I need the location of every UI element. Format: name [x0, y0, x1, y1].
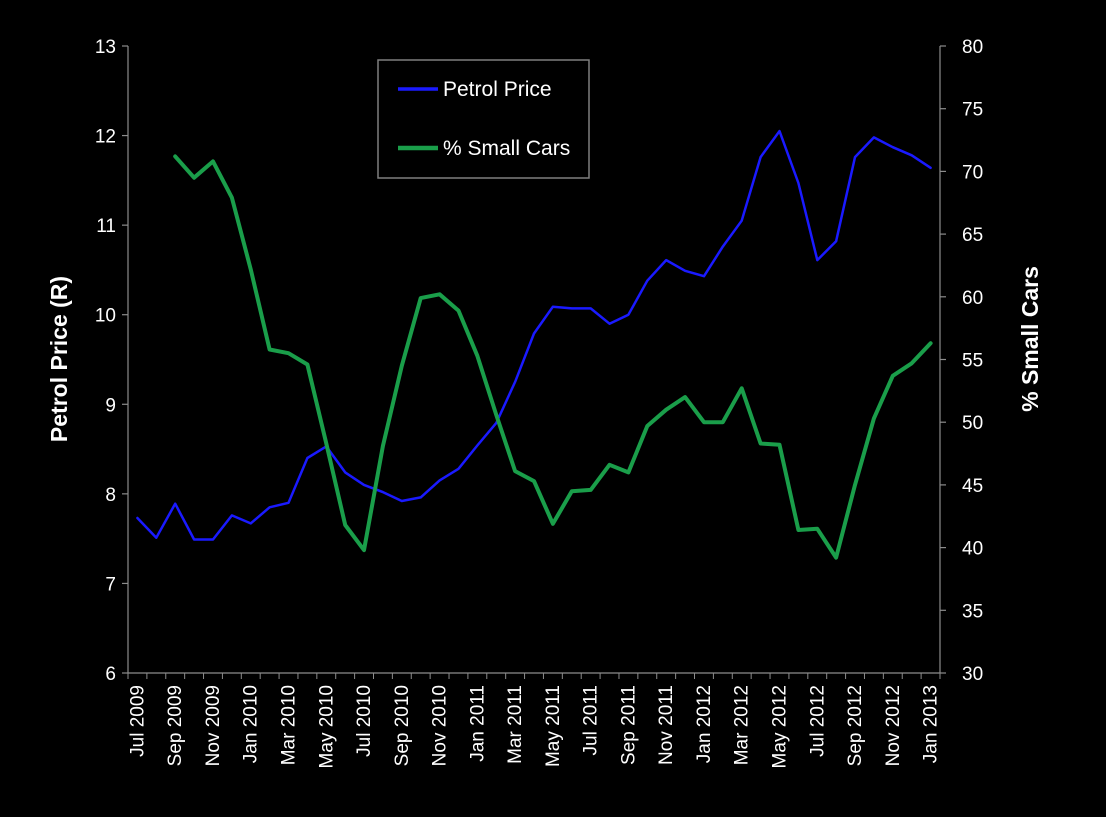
x-tick-label: Jan 2010 — [241, 685, 262, 763]
legend-label-petrol-price: Petrol Price — [443, 78, 552, 101]
right-tick-label: 40 — [962, 539, 983, 560]
left-tick-label: 9 — [105, 395, 116, 416]
right-tick-label: 30 — [962, 664, 983, 685]
right-tick-label: 50 — [962, 413, 983, 434]
x-tick-label: Sep 2009 — [165, 685, 186, 766]
left-tick-label: 6 — [105, 664, 116, 685]
legend-box — [377, 59, 590, 179]
x-tick-label: May 2012 — [769, 685, 790, 768]
x-tick-label: Jul 2012 — [807, 685, 828, 757]
right-axis-title: % Small Cars — [1017, 266, 1043, 412]
x-tick-label: Jan 2012 — [694, 685, 715, 763]
x-tick-label: Nov 2009 — [203, 685, 224, 766]
x-tick-label: May 2010 — [316, 685, 337, 768]
right-tick-label: 60 — [962, 288, 983, 309]
x-tick-label: Sep 2011 — [618, 685, 639, 765]
x-tick-label: Sep 2010 — [392, 685, 413, 766]
right-tick-label: 45 — [962, 476, 983, 497]
x-tick-label: Mar 2010 — [279, 685, 300, 765]
right-axis: 30 35 40 45 50 55 60 65 70 75 80 — [939, 37, 983, 685]
x-tick-label: Jul 2010 — [354, 685, 375, 757]
right-tick-label: 80 — [962, 37, 983, 58]
right-tick-label: 75 — [962, 100, 983, 121]
x-tick-label: Jul 2009 — [127, 685, 148, 757]
left-tick-label: 12 — [95, 127, 116, 148]
legend-label-small-cars: % Small Cars — [443, 137, 570, 160]
x-tick-label: Mar 2012 — [732, 685, 753, 765]
left-axis: 6 7 8 9 10 11 12 13 — [95, 37, 129, 685]
left-tick-label: 8 — [105, 485, 116, 506]
left-tick-label: 10 — [95, 306, 116, 327]
x-tick-label: Jan 2013 — [921, 685, 942, 763]
left-tick-label: 11 — [96, 216, 116, 237]
x-tick-label: Jan 2011 — [467, 685, 488, 762]
right-tick-label: 65 — [962, 225, 983, 246]
right-tick-label: 70 — [962, 162, 983, 183]
series-line-petrol-price — [136, 129, 932, 541]
legend: Petrol Price % Small Cars — [377, 59, 590, 179]
x-tick-label: Nov 2010 — [430, 685, 451, 766]
left-tick-label: 7 — [105, 574, 116, 595]
series-line-small-cars — [173, 154, 933, 560]
x-tick-label: Nov 2012 — [883, 685, 904, 766]
x-tick-label: May 2011 — [543, 685, 564, 767]
x-tick-label: Mar 2011 — [505, 685, 526, 764]
right-tick-label: 35 — [962, 601, 983, 622]
left-tick-label: 13 — [95, 37, 116, 58]
x-tick-label: Jul 2011 — [581, 685, 602, 755]
right-tick-label: 55 — [962, 351, 983, 372]
series-layer — [136, 129, 933, 560]
x-axis: Jul 2009 Sep 2009 Nov 2009 Jan 2010 Mar 2010… — [127, 672, 942, 768]
left-axis-title: Petrol Price (R) — [46, 276, 72, 442]
x-tick-label: Sep 2012 — [845, 685, 866, 766]
x-tick-label: Nov 2011 — [656, 685, 677, 765]
